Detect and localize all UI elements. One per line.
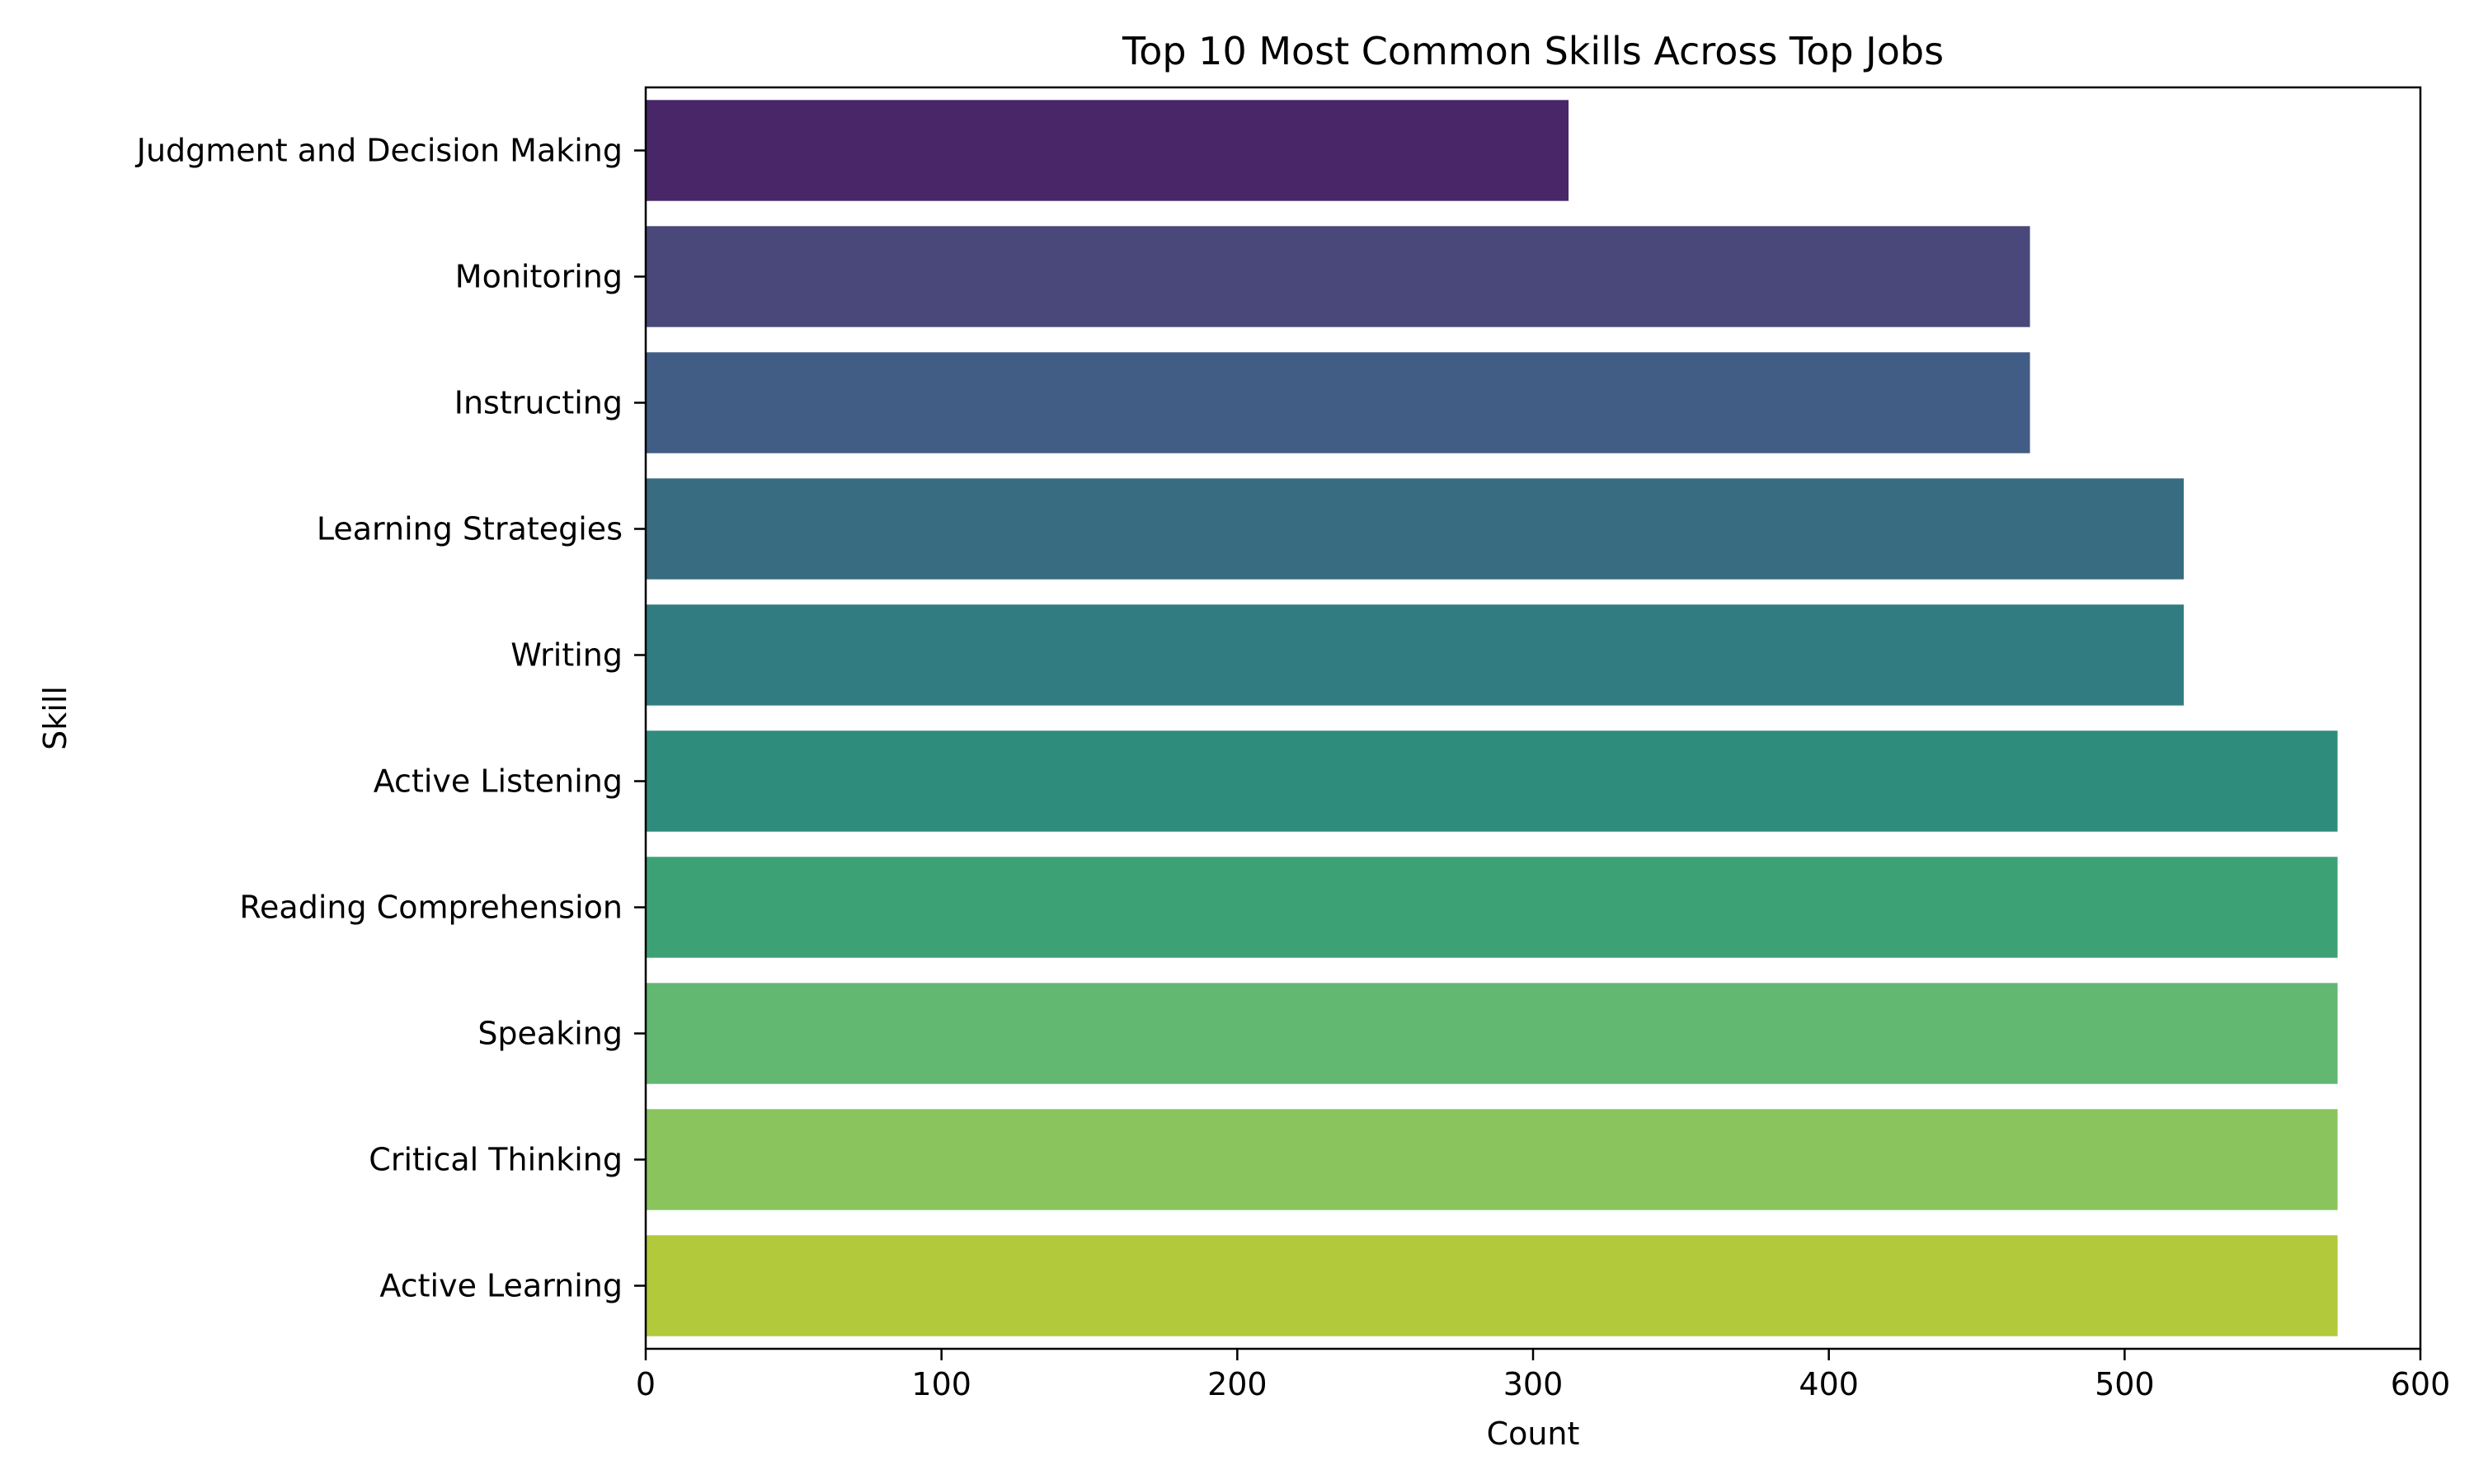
bar-5 [646,730,2338,832]
y-tick-label-5: Active Listening [374,763,623,800]
y-tick-label-4: Writing [510,637,623,674]
y-tick-label-8: Critical Thinking [369,1142,623,1178]
bar-8 [646,1109,2338,1210]
y-tick-label-3: Learning Strategies [317,511,623,547]
bar-7 [646,983,2338,1084]
y-tick-label-7: Speaking [477,1016,623,1052]
bar-4 [646,604,2185,706]
x-tick-label-1: 100 [911,1366,971,1402]
bars-group [646,100,2338,1336]
bar-6 [646,857,2338,958]
x-axis-ticks: 0 100 200 300 400 500 600 [636,1349,2450,1402]
y-tick-label-0: Judgment and Decision Making [135,133,623,169]
x-tick-label-6: 600 [2391,1366,2451,1402]
x-tick-label-2: 200 [1207,1366,1268,1402]
y-tick-label-2: Instructing [454,385,623,421]
bar-2 [646,352,2030,453]
plot-frame [644,86,2422,1350]
x-axis-label: Count [1487,1416,1580,1452]
x-tick-label-5: 500 [2095,1366,2155,1402]
bar-0 [646,100,1569,201]
x-tick-label-3: 300 [1503,1366,1564,1402]
y-axis-ticks: Judgment and Decision Making Monitoring In… [135,133,646,1304]
y-axis-label: Skill [37,686,73,750]
x-tick-label-0: 0 [636,1366,656,1402]
bar-9 [646,1235,2338,1336]
bar-1 [646,226,2030,327]
y-tick-label-6: Reading Comprehension [239,890,623,926]
chart-title: Top 10 Most Common Skills Across Top Job… [1122,29,1944,73]
bar-3 [646,478,2185,580]
y-tick-label-1: Monitoring [455,259,623,295]
y-tick-label-9: Active Learning [379,1268,623,1304]
x-tick-label-4: 400 [1799,1366,1859,1402]
